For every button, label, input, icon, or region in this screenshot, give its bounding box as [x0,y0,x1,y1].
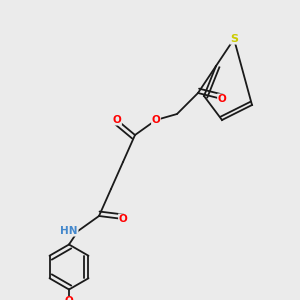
Text: HN: HN [61,226,78,236]
Text: O: O [64,296,74,300]
Text: O: O [112,115,122,125]
Text: O: O [118,214,127,224]
Text: S: S [230,34,238,44]
Text: O: O [152,115,160,125]
Text: O: O [218,94,226,104]
